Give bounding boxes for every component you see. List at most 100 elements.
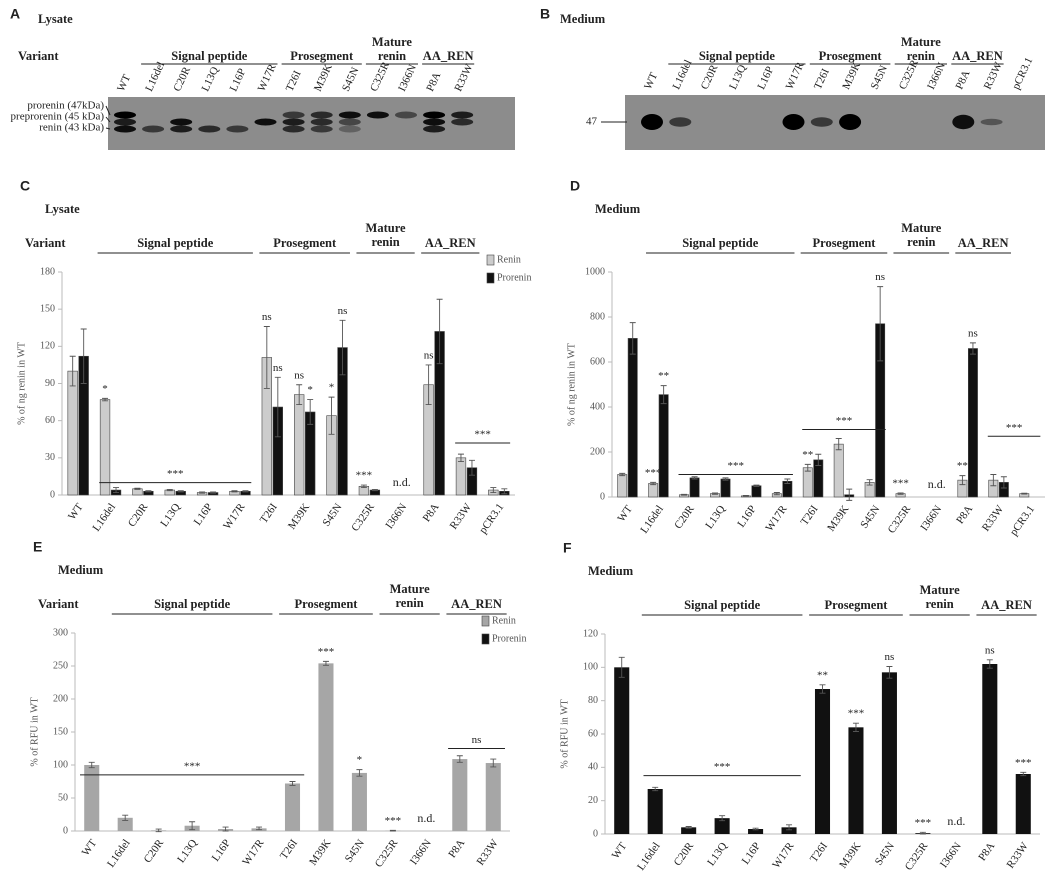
x-tick-label: T26I	[258, 501, 280, 526]
lane-label: P8A	[424, 70, 443, 93]
group-label: Mature renin	[901, 35, 941, 63]
bar	[647, 789, 663, 834]
y-tick-label: 40	[588, 762, 598, 773]
error-bar	[113, 487, 120, 493]
panel-title: Lysate	[38, 12, 73, 26]
marker-label: preprorenin (45 kDa)	[11, 111, 105, 123]
x-tick-label: L13Q	[175, 837, 200, 865]
x-tick-label: C20R	[672, 840, 697, 868]
error-bar	[490, 758, 497, 768]
bar	[351, 772, 367, 831]
group-label: AA_REN	[958, 236, 1009, 250]
error-bar	[436, 298, 443, 365]
blot-band	[282, 111, 305, 119]
group-label: Prosegment	[294, 597, 358, 611]
lane-label: S45N	[869, 64, 890, 92]
x-tick-label: L16del	[638, 503, 666, 535]
significance-label: *	[357, 754, 363, 766]
error-bar	[322, 660, 329, 666]
lane-label: T26I	[812, 67, 832, 92]
error-bar	[986, 659, 993, 669]
lane-label: pCR3.1	[1010, 56, 1035, 92]
y-axis-label: % of RFU in WT	[29, 697, 40, 766]
lane-label: C325R	[368, 59, 392, 93]
error-bar	[752, 827, 759, 831]
y-tick-label: 0	[50, 489, 55, 500]
significance-label: ns	[875, 271, 885, 283]
y-tick-label: 80	[588, 695, 598, 706]
bar	[658, 394, 669, 498]
error-bar	[1020, 771, 1027, 777]
x-tick-label: P8A	[976, 840, 997, 863]
error-bar	[804, 463, 811, 472]
significance-label: **	[957, 460, 968, 472]
x-tick-label: L13Q	[703, 503, 728, 531]
group-label: AA_REN	[981, 598, 1032, 612]
error-bar	[852, 722, 859, 732]
blot-band	[198, 125, 221, 133]
error-bar	[773, 492, 780, 496]
x-tick-label: L16P	[192, 501, 216, 527]
x-tick-label: I366N	[408, 837, 434, 867]
y-tick-label: 200	[53, 693, 68, 704]
significance-label: ***	[645, 467, 662, 479]
error-bar	[102, 397, 109, 402]
x-tick-label: L13Q	[158, 501, 183, 529]
x-tick-label: pCR3.1	[477, 501, 506, 536]
y-tick-label: 0	[600, 491, 605, 502]
x-tick-label: L16P	[740, 840, 764, 866]
bracket-label: ns	[472, 734, 482, 746]
group-label: Signal peptide	[154, 597, 231, 611]
panel-letter: B	[540, 6, 550, 22]
x-tick-label: C325R	[903, 840, 931, 873]
bar	[452, 759, 468, 831]
error-bar	[897, 492, 904, 495]
bar	[967, 348, 978, 498]
y-tick-label: 30	[45, 452, 55, 463]
legend-label: Prorenin	[492, 633, 526, 644]
error-bar	[166, 488, 173, 492]
significance-label: **	[658, 370, 669, 382]
bar	[982, 664, 998, 834]
x-tick-label: W17R	[763, 503, 790, 534]
y-tick-label: 400	[590, 401, 605, 412]
x-tick-label: M39K	[286, 501, 312, 531]
error-bar	[289, 781, 296, 786]
lane-label: T26I	[284, 69, 304, 94]
bar	[117, 817, 133, 831]
blot-band	[423, 118, 446, 126]
significance-label: *	[307, 384, 313, 396]
bar	[689, 477, 700, 498]
blot-band	[451, 111, 474, 119]
error-bar	[222, 826, 229, 832]
error-bar	[274, 376, 281, 438]
error-bar	[389, 829, 396, 832]
panel-title: Medium	[58, 563, 104, 577]
error-bar	[681, 493, 688, 496]
lane-label: R33W	[452, 62, 475, 94]
bar	[748, 829, 764, 834]
error-bar	[685, 826, 692, 829]
panel-letter: A	[10, 6, 20, 22]
blot-band	[282, 125, 305, 133]
group-label: Mature renin	[390, 582, 430, 610]
bar	[614, 667, 630, 834]
group-label: Prosegment	[824, 598, 888, 612]
error-bar	[819, 684, 826, 694]
y-axis-label: % of ng renin in WT	[566, 343, 577, 426]
group-label: Signal peptide	[682, 236, 759, 250]
y-tick-label: 100	[53, 759, 68, 770]
x-tick-label: M39K	[837, 840, 863, 870]
lane-label: I366N	[396, 63, 419, 94]
bracket-label: ***	[727, 460, 744, 472]
error-bar	[877, 286, 884, 362]
x-tick-label: T26I	[808, 840, 830, 865]
bar	[67, 370, 78, 496]
x-tick-label: C20R	[142, 837, 167, 865]
significance-label: ns	[424, 349, 434, 361]
error-bar	[468, 459, 475, 476]
x-tick-label: L16P	[210, 837, 234, 863]
significance-label: ***	[915, 817, 932, 829]
error-bar	[134, 487, 141, 490]
error-bar	[660, 385, 667, 405]
